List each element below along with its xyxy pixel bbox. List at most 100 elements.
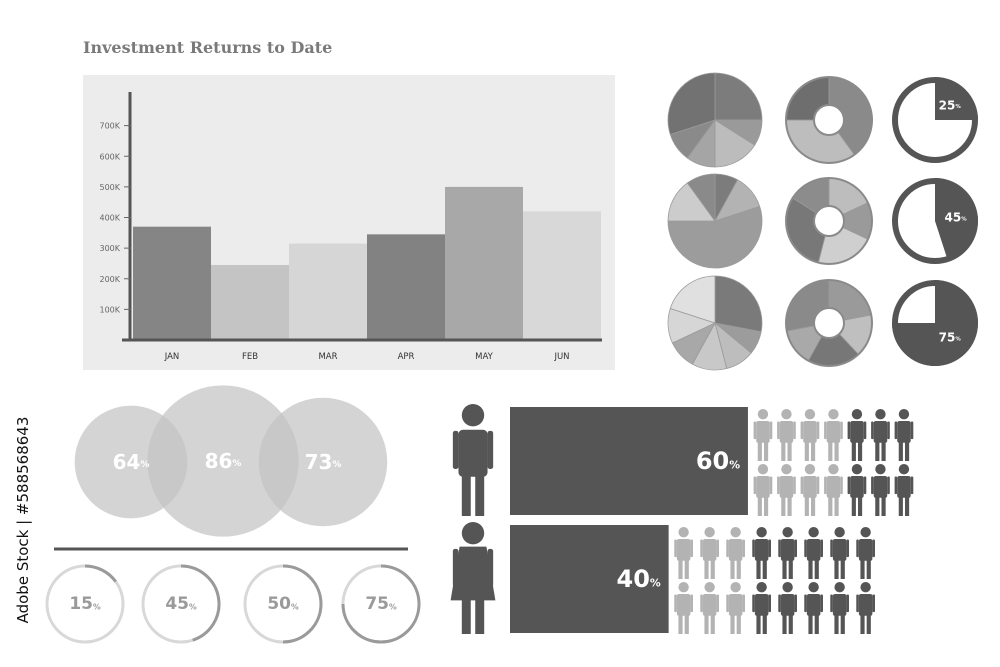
person-arm	[846, 539, 849, 558]
person-head	[730, 527, 741, 538]
person-arm	[674, 594, 677, 613]
pie-slice	[714, 72, 763, 121]
person-torso	[826, 475, 841, 498]
person-leg	[788, 559, 793, 579]
person-arm	[452, 430, 459, 469]
person-head	[461, 404, 485, 427]
person-arm	[824, 421, 827, 440]
person-leg	[678, 614, 683, 634]
person-head	[808, 582, 819, 593]
pie-slice	[667, 72, 716, 136]
person-torso	[458, 429, 488, 477]
bubble-label-number: 73	[305, 450, 333, 474]
pictogram-person	[856, 527, 875, 579]
person-leg	[782, 614, 787, 634]
ring-label-unit: %	[189, 602, 197, 611]
gauge-label-number: 25	[939, 98, 956, 112]
bar-apr	[367, 234, 445, 340]
person-leg	[875, 441, 880, 461]
person-leg	[684, 614, 689, 634]
person-arm	[887, 421, 890, 440]
x-tick-label: MAY	[475, 352, 493, 362]
ring-progress	[180, 564, 221, 642]
person-arm	[793, 476, 796, 495]
pictogram-person	[800, 464, 820, 516]
bubble-73	[258, 397, 388, 527]
person-head	[704, 582, 715, 593]
bubble-label: 86%	[205, 449, 242, 473]
bubble-label-unit: %	[332, 460, 341, 470]
person-leg	[834, 496, 839, 516]
person-arm	[846, 594, 849, 613]
pictogram-person	[830, 527, 849, 579]
pictogram-person	[753, 409, 773, 461]
pictogram-person	[700, 527, 719, 579]
x-tick-label: FEB	[242, 352, 258, 362]
x-tick-label: JUN	[553, 352, 569, 362]
person-leg	[840, 559, 845, 579]
bar-feb	[211, 264, 289, 340]
person-leg	[804, 441, 809, 461]
person-dress	[450, 546, 496, 601]
bubble-label-unit: %	[140, 460, 149, 470]
person-leg	[840, 614, 845, 634]
person-leg	[763, 441, 769, 461]
person-torso	[897, 475, 911, 498]
person-torso	[756, 475, 770, 498]
person-arm	[871, 476, 874, 495]
person-arm	[778, 594, 781, 613]
pie-slice	[669, 275, 716, 324]
bubble-86	[147, 385, 299, 537]
ring-progress	[341, 564, 421, 644]
person-arm	[894, 421, 898, 440]
person-arm	[777, 476, 780, 495]
person-torso	[832, 593, 847, 616]
person-arm	[830, 539, 833, 558]
person-leg	[808, 614, 813, 634]
person-arm	[863, 421, 867, 440]
person-leg	[860, 559, 865, 579]
ring-label: 15%	[69, 594, 101, 614]
person-head	[730, 582, 741, 593]
person-arm	[726, 539, 729, 558]
person-arm	[863, 476, 867, 495]
pictogram-person	[804, 582, 823, 634]
y-tick-label: 400K	[99, 214, 120, 223]
bar-may	[445, 186, 523, 340]
person-arm	[910, 421, 914, 440]
person-leg	[804, 496, 809, 516]
person-torso	[897, 420, 911, 443]
person-leg	[814, 559, 819, 579]
bar-jun	[523, 211, 601, 340]
person-arm	[794, 594, 797, 613]
person-arm	[871, 421, 874, 440]
person-torso	[803, 420, 817, 443]
bar-label-female: 40%	[617, 565, 661, 593]
person-head	[808, 527, 819, 538]
bar-label-male-number: 60	[696, 447, 729, 475]
donut-hole	[813, 205, 845, 237]
person-leg	[904, 496, 910, 516]
person-torso	[676, 593, 691, 616]
bar-jan	[133, 226, 211, 340]
person-arm	[700, 539, 703, 558]
person-arm	[856, 539, 859, 558]
person-leg	[851, 441, 856, 461]
figure-female	[450, 522, 496, 634]
person-arm	[794, 539, 797, 558]
pie-slice	[714, 119, 756, 168]
person-leg	[875, 496, 880, 516]
pictogram-person	[778, 582, 797, 634]
gauge-wedge	[892, 280, 978, 366]
pictogram-person	[674, 527, 693, 579]
person-leg	[808, 559, 813, 579]
person-head	[834, 527, 845, 538]
gauge-label-unit: %	[961, 217, 967, 223]
ring-label-number: 15	[69, 594, 93, 614]
person-arm	[769, 421, 773, 440]
person-head	[756, 582, 767, 593]
pictogram-person	[847, 409, 867, 461]
person-head	[461, 522, 485, 545]
pictogram-person	[777, 464, 796, 516]
